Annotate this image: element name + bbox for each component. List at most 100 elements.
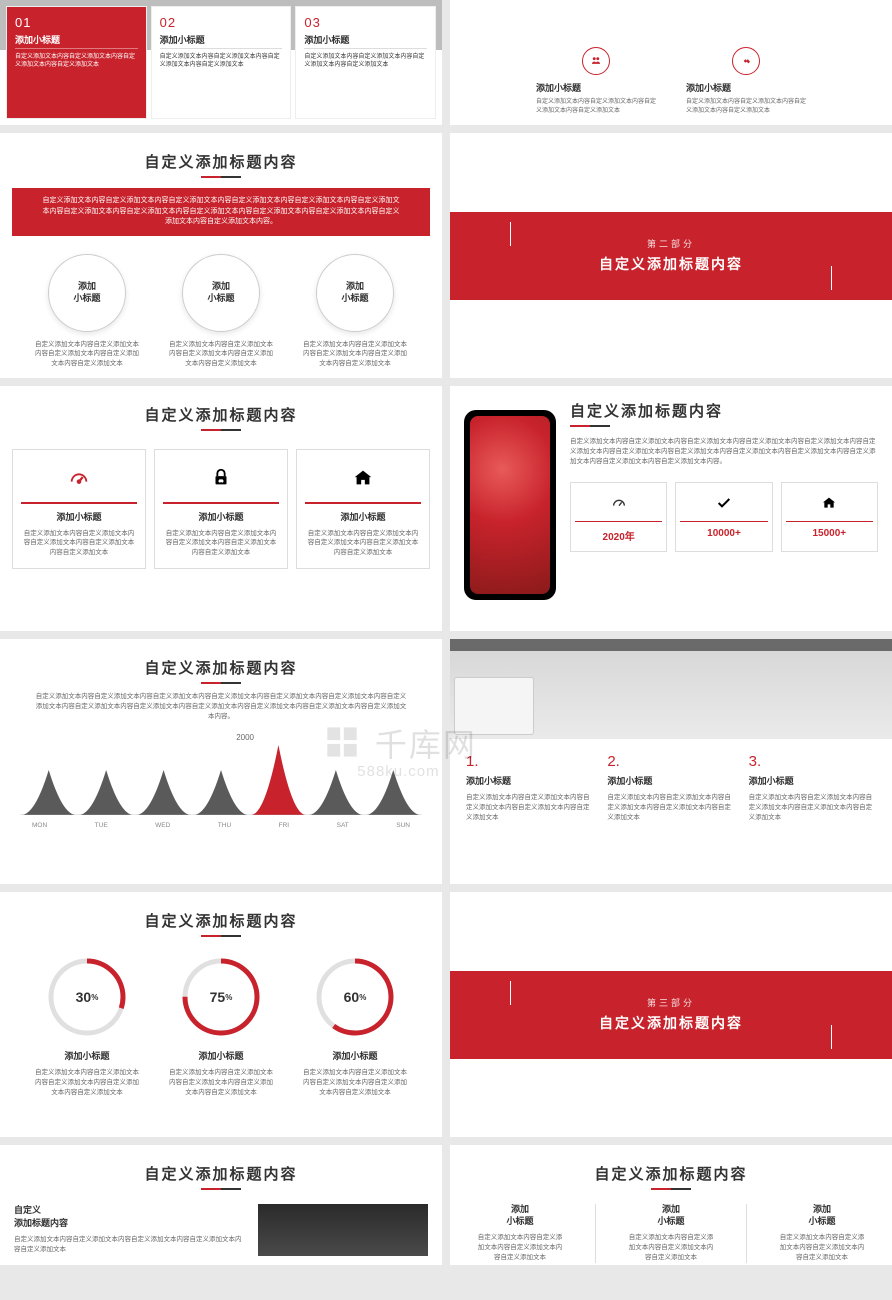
slide-title: 自定义添加标题内容 [12,404,430,425]
box-title: 添加小标题 [305,510,421,523]
item-desc: 自定义添加文本内容自定义添加文本内容自定义添加文本内容自定义添加文本内容自定义添… [466,793,593,822]
col-2: 添加小标题 自定义添加文本内容自定义添加文本内容自定义添加文本内容自定义添加文本 [626,1204,716,1263]
slide-title: 自定义添加标题内容 [12,151,430,172]
day-label: WED [155,822,170,829]
handshake-icon [732,47,760,75]
people-icon [582,47,610,75]
section-banner: 第二部分 自定义添加标题内容 [450,212,892,300]
stat-box-3: 15000+ [781,482,878,552]
slide-keyboard-list: 1. 添加小标题 自定义添加文本内容自定义添加文本内容自定义添加文本内容自定义添… [450,639,892,884]
chart-desc: 自定义添加文本内容自定义添加文本内容自定义添加文本内容自定义添加文本内容自定义添… [34,692,408,721]
col-title: 添加小标题 [686,81,806,94]
day-label: SUN [396,822,410,829]
donut-percent: 60% [313,955,397,1039]
card-desc: 自定义添加文本内容自定义添加文本内容自定义添加文本内容自定义添加文本 [15,53,138,70]
card-title: 添加小标题 [15,33,138,46]
day-label: FRI [279,822,289,829]
slide-tabs-cards: 01 添加小标题 自定义添加文本内容自定义添加文本内容自定义添加文本内容自定义添… [0,0,442,125]
item-title: 添加小标题 [607,774,734,787]
tab-card-1[interactable]: 01 添加小标题 自定义添加文本内容自定义添加文本内容自定义添加文本内容自定义添… [6,6,147,119]
col-desc: 自定义添加文本内容自定义添加文本内容自定义添加文本内容自定义添加文本 [536,98,656,115]
circle-item-3: 添加小标题 自定义添加文本内容自定义添加文本内容自定义添加文本内容自定义添加文本… [300,254,410,369]
card-title: 添加小标题 [160,33,283,46]
city-image [258,1204,428,1256]
donut-title: 添加小标题 [32,1049,142,1062]
donut-title: 添加小标题 [166,1049,276,1062]
icon-box-2: 添加小标题 自定义添加文本内容自定义添加文本内容自定义添加文本内容自定义添加文本… [154,449,288,569]
peak-label: 2000 [236,733,254,742]
col-desc: 自定义添加文本内容自定义添加文本内容自定义添加文本内容自定义添加文本 [475,1233,565,1262]
day-label: MON [32,822,47,829]
col-title: 添加小标题 [777,1204,867,1227]
stat-value: 15000+ [786,528,873,539]
circle-label: 添加小标题 [182,254,260,332]
box-desc: 自定义添加文本内容自定义添加文本内容自定义添加文本内容自定义添加文本内容自定义添… [305,529,421,558]
red-description-band: 自定义添加文本内容自定义添加文本内容自定义添加文本内容自定义添加文本内容自定义添… [12,188,430,236]
donut-desc: 自定义添加文本内容自定义添加文本内容自定义添加文本内容自定义添加文本内容自定义添… [166,1068,276,1097]
card-number: 02 [160,15,283,30]
col-3: 添加小标题 自定义添加文本内容自定义添加文本内容自定义添加文本内容自定义添加文本 [777,1204,867,1263]
stat-value: 2020年 [575,528,662,543]
card-desc: 自定义添加文本内容自定义添加文本内容自定义添加文本内容自定义添加文本 [304,53,427,70]
donut-desc: 自定义添加文本内容自定义添加文本内容自定义添加文本内容自定义添加文本内容自定义添… [32,1068,142,1097]
item-desc: 自定义添加文本内容自定义添加文本内容自定义添加文本内容自定义添加文本内容自定义添… [607,793,734,822]
wave-chart [20,735,422,815]
left-title: 自定义添加标题内容 [14,1204,244,1229]
donut-percent: 75% [179,955,263,1039]
card-desc: 自定义添加文本内容自定义添加文本内容自定义添加文本内容自定义添加文本 [160,53,283,70]
col-desc: 自定义添加文本内容自定义添加文本内容自定义添加文本内容自定义添加文本 [686,98,806,115]
slide-title: 自定义添加标题内容 [14,910,428,931]
list-item-3: 3. 添加小标题 自定义添加文本内容自定义添加文本内容自定义添加文本内容自定义添… [749,753,876,822]
slide-title: 自定义添加标题内容 [570,400,878,421]
circle-label: 添加小标题 [48,254,126,332]
day-label: TUE [95,822,108,829]
card-number: 03 [304,15,427,30]
slide-section-2-divider: 第二部分 自定义添加标题内容 [450,133,892,378]
donut-item-3: 60% 添加小标题 自定义添加文本内容自定义添加文本内容自定义添加文本内容自定义… [300,955,410,1097]
section-banner: 第三部分 自定义添加标题内容 [450,971,892,1059]
network-col-2: 添加小标题 自定义添加文本内容自定义添加文本内容自定义添加文本内容自定义添加文本 [686,47,806,115]
circle-desc: 自定义添加文本内容自定义添加文本内容自定义添加文本内容自定义添加文本内容自定义添… [32,340,142,369]
slide-wave-chart: 自定义添加标题内容 自定义添加文本内容自定义添加文本内容自定义添加文本内容自定义… [0,639,442,884]
circle-item-2: 添加小标题 自定义添加文本内容自定义添加文本内容自定义添加文本内容自定义添加文本… [166,254,276,369]
section-sub: 第三部分 [647,996,695,1009]
item-title: 添加小标题 [466,774,593,787]
section-main: 自定义添加标题内容 [599,254,743,274]
slide-section-3-divider: 第三部分 自定义添加标题内容 [450,892,892,1137]
card-title: 添加小标题 [304,33,427,46]
keyboard-image [450,639,892,739]
tab-card-2[interactable]: 02 添加小标题 自定义添加文本内容自定义添加文本内容自定义添加文本内容自定义添… [151,6,292,119]
item-title: 添加小标题 [749,774,876,787]
day-label: THU [218,822,231,829]
slide-title: 自定义添加标题内容 [14,657,428,678]
list-item-1: 1. 添加小标题 自定义添加文本内容自定义添加文本内容自定义添加文本内容自定义添… [466,753,593,822]
donut-item-2: 75% 添加小标题 自定义添加文本内容自定义添加文本内容自定义添加文本内容自定义… [166,955,276,1097]
tab-card-3[interactable]: 03 添加小标题 自定义添加文本内容自定义添加文本内容自定义添加文本内容自定义添… [295,6,436,119]
circle-item-1: 添加小标题 自定义添加文本内容自定义添加文本内容自定义添加文本内容自定义添加文本… [32,254,142,369]
slide-network-cols: 添加小标题 自定义添加文本内容自定义添加文本内容自定义添加文本内容自定义添加文本… [450,0,892,125]
stat-value: 10000+ [680,528,767,539]
check-icon [680,493,767,513]
slide-text-image: 自定义添加标题内容 自定义添加标题内容 自定义添加文本内容自定义添加文本内容自定… [0,1145,442,1265]
circle-desc: 自定义添加文本内容自定义添加文本内容自定义添加文本内容自定义添加文本内容自定义添… [166,340,276,369]
home-icon [305,464,421,492]
home-icon [786,493,873,513]
item-number: 2. [607,753,734,770]
icon-box-1: 添加小标题 自定义添加文本内容自定义添加文本内容自定义添加文本内容自定义添加文本… [12,449,146,569]
slide-title: 自定义添加标题内容 [14,1163,428,1184]
card-number: 01 [15,15,138,30]
slide-three-cols: 自定义添加标题内容 添加小标题 自定义添加文本内容自定义添加文本内容自定义添加文… [450,1145,892,1265]
col-title: 添加小标题 [475,1204,565,1227]
donut-desc: 自定义添加文本内容自定义添加文本内容自定义添加文本内容自定义添加文本内容自定义添… [300,1068,410,1097]
slide-three-circles: 自定义添加标题内容 自定义添加文本内容自定义添加文本内容自定义添加文本内容自定义… [0,133,442,378]
box-desc: 自定义添加文本内容自定义添加文本内容自定义添加文本内容自定义添加文本内容自定义添… [21,529,137,558]
list-item-2: 2. 添加小标题 自定义添加文本内容自定义添加文本内容自定义添加文本内容自定义添… [607,753,734,822]
phone-mockup [464,410,556,600]
slide-donut-charts: 自定义添加标题内容 30% 添加小标题 自定义添加文本内容自定义添加文本内容自定… [0,892,442,1137]
item-number: 1. [466,753,593,770]
gauge-icon [21,464,137,492]
col-title: 添加小标题 [536,81,656,94]
item-number: 3. [749,753,876,770]
box-title: 添加小标题 [163,510,279,523]
slide-icon-boxes: 自定义添加标题内容 添加小标题 自定义添加文本内容自定义添加文本内容自定义添加文… [0,386,442,631]
